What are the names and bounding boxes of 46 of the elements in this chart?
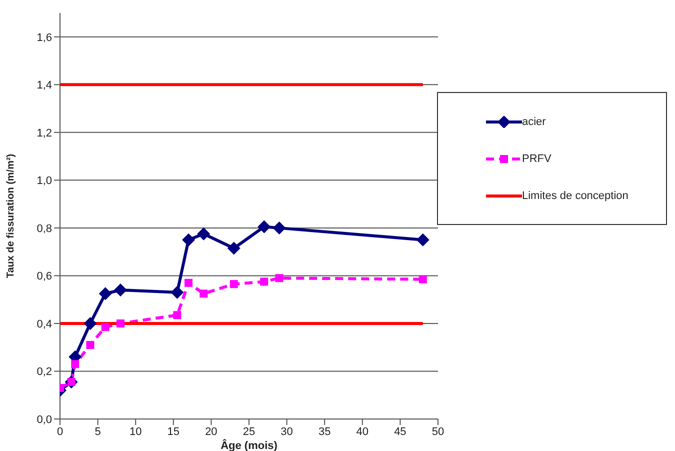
point bbox=[197, 227, 210, 240]
legend-label: Limites de conception bbox=[522, 190, 628, 202]
x-tick-label: 15 bbox=[167, 426, 180, 438]
point bbox=[416, 233, 430, 246]
y-tick-label: 0,6 bbox=[36, 270, 52, 283]
y-tick-label: 0,0 bbox=[36, 414, 52, 426]
y-tick-label: 0,4 bbox=[36, 318, 52, 330]
legend-label: PRFV bbox=[522, 152, 552, 164]
y-tick-label: 1,2 bbox=[36, 127, 52, 140]
x-tick-label: 30 bbox=[280, 426, 293, 438]
y-tick-label: 0,2 bbox=[36, 366, 52, 378]
point bbox=[71, 360, 80, 368]
y-tick-label: 1,6 bbox=[36, 32, 52, 44]
point bbox=[84, 316, 97, 330]
point bbox=[184, 278, 193, 287]
x-tick-label: 0 bbox=[56, 426, 64, 438]
point bbox=[170, 286, 184, 299]
y-tick-label: 1,0 bbox=[36, 175, 52, 188]
x-tick-label: 5 bbox=[94, 426, 101, 438]
point bbox=[182, 233, 196, 246]
x-tick-label: 10 bbox=[129, 426, 142, 438]
point bbox=[230, 280, 238, 288]
y-tick-label: 0,8 bbox=[36, 222, 52, 235]
point bbox=[116, 319, 124, 328]
point bbox=[98, 287, 112, 300]
point bbox=[114, 284, 127, 297]
x-tick-label: 50 bbox=[432, 426, 444, 438]
x-tick-label: 40 bbox=[356, 426, 369, 438]
point bbox=[86, 340, 94, 349]
point bbox=[275, 274, 284, 282]
point bbox=[227, 242, 240, 255]
x-tick-label: 45 bbox=[394, 426, 406, 438]
point bbox=[272, 221, 286, 234]
x-tick-label: 20 bbox=[205, 426, 218, 438]
x-axis-title: Âge (mois) bbox=[220, 439, 278, 451]
point bbox=[258, 220, 271, 234]
x-tick-label: 35 bbox=[318, 426, 331, 438]
x-tick-label: 25 bbox=[242, 426, 256, 438]
y-tick-label: 1,4 bbox=[36, 80, 52, 92]
point bbox=[260, 278, 268, 286]
legend-label: acier bbox=[522, 116, 546, 128]
point bbox=[418, 275, 427, 284]
point bbox=[200, 290, 208, 298]
point bbox=[173, 311, 182, 320]
point bbox=[101, 323, 110, 332]
y-axis-title: Taux de fissuration (m/m²) bbox=[6, 154, 17, 278]
